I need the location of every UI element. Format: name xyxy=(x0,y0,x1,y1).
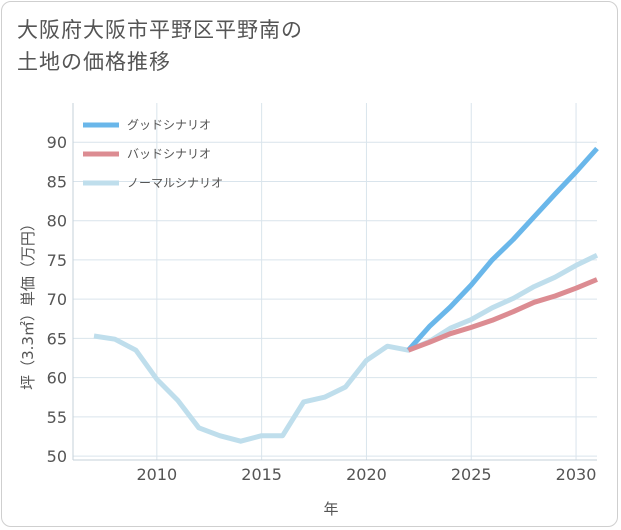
series-line xyxy=(93,252,599,444)
x-tick-label: 2010 xyxy=(136,465,177,484)
legend-label: バッドシナリオ xyxy=(127,147,211,161)
y-tick-label: 75 xyxy=(47,251,67,270)
x-tick-label: 2025 xyxy=(451,465,492,484)
x-tick-label: 2015 xyxy=(241,465,282,484)
y-tick-label: 90 xyxy=(47,133,67,152)
y-axis-title: 坪（3.3㎡）単価（万円） xyxy=(19,216,37,390)
tick-labels: 50 55 60 65 70 75 80 85 90 2010 2015 2020 2025 2030 xyxy=(47,133,597,484)
series-lines xyxy=(93,146,599,444)
y-tick-label: 65 xyxy=(47,329,67,348)
legend-label: ノーマルシナリオ xyxy=(127,176,223,190)
y-tick-label: 55 xyxy=(47,408,67,427)
series-line xyxy=(407,277,598,353)
y-tick-label: 70 xyxy=(47,290,67,309)
x-axis-title: 年 xyxy=(323,500,338,518)
y-tick-label: 80 xyxy=(47,212,67,231)
y-tick-label: 85 xyxy=(47,172,67,191)
y-tick-label: 60 xyxy=(47,369,67,388)
chart-title-line-2: 土地の価格推移 xyxy=(17,50,171,74)
legend-label: グッドシナリオ xyxy=(127,118,211,132)
series-line xyxy=(406,146,599,352)
chart-title: 大阪府大阪市平野区平野南の 土地の価格推移 xyxy=(17,14,303,78)
y-tick-label: 50 xyxy=(47,447,67,466)
x-tick-label: 2020 xyxy=(346,465,387,484)
x-tick-label: 2030 xyxy=(556,465,597,484)
chart-title-line-1: 大阪府大阪市平野区平野南の xyxy=(17,18,303,42)
